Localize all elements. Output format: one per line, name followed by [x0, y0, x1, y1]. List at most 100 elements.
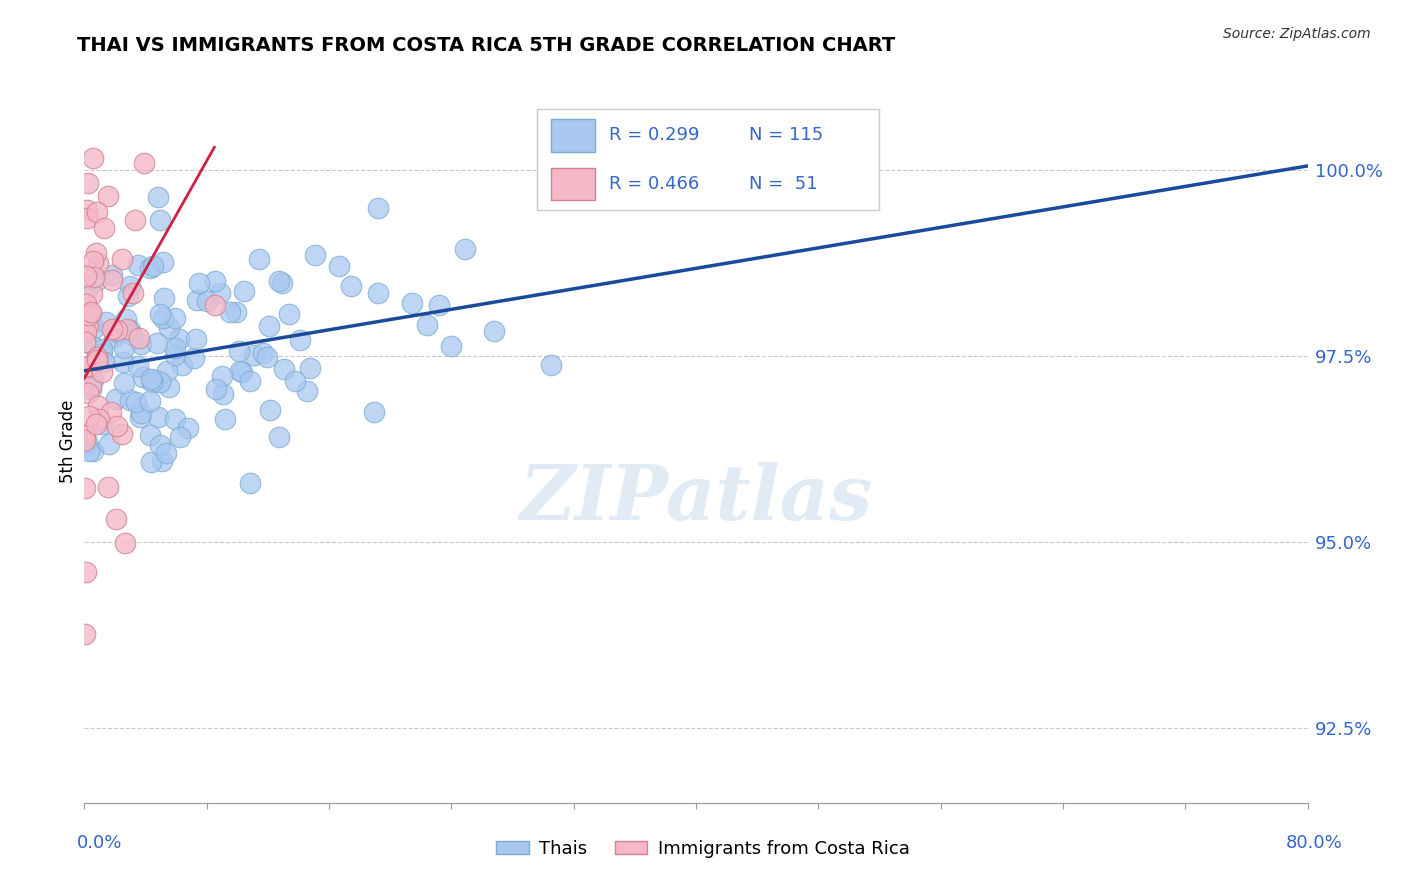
Point: [129, 410, 152, 425]
Point: [167, 332, 190, 346]
Point: [105, 512, 128, 526]
Point: [257, 318, 280, 333]
Point: [76, 282, 98, 296]
Point: [86, 353, 108, 368]
Point: [76, 310, 98, 325]
Point: [163, 348, 186, 362]
Point: [76, 359, 98, 374]
Point: [84, 274, 107, 288]
Point: [121, 328, 143, 343]
Point: [80, 382, 103, 396]
Point: [484, 324, 506, 338]
Point: [120, 392, 142, 407]
Point: [270, 276, 292, 290]
Point: [183, 351, 205, 365]
Point: [259, 403, 281, 417]
Point: [76, 359, 98, 373]
Point: [122, 286, 145, 301]
Point: [105, 392, 128, 406]
Point: [363, 405, 385, 419]
Point: [139, 393, 162, 408]
Point: [82, 443, 104, 458]
Point: [150, 454, 173, 468]
Point: [75, 481, 97, 495]
Point: [288, 333, 311, 347]
Point: [212, 387, 235, 401]
Point: [138, 428, 160, 442]
Point: [156, 364, 179, 378]
Point: [76, 211, 98, 226]
Point: [186, 332, 208, 346]
Point: [97, 189, 120, 203]
Point: [100, 321, 122, 335]
Point: [367, 285, 389, 300]
Point: [239, 475, 262, 490]
Point: [152, 291, 174, 305]
Point: [86, 205, 108, 219]
Point: [340, 279, 363, 293]
Point: [111, 252, 134, 267]
Point: [427, 298, 450, 312]
Point: [146, 190, 169, 204]
Point: [152, 255, 174, 269]
Point: [82, 254, 104, 268]
Point: [80, 304, 103, 318]
Point: [157, 321, 180, 335]
Point: [75, 434, 97, 448]
Point: [284, 375, 307, 389]
Point: [75, 326, 97, 340]
Point: [149, 307, 172, 321]
Point: [75, 296, 97, 310]
Point: [75, 268, 97, 283]
Point: [82, 373, 104, 387]
Point: [105, 419, 128, 434]
Point: [127, 359, 149, 373]
Point: [231, 365, 253, 379]
Point: [111, 427, 134, 442]
Point: [304, 248, 326, 262]
Point: [228, 343, 250, 358]
Point: [93, 355, 115, 369]
Point: [229, 364, 252, 378]
Point: [127, 258, 149, 272]
Point: [367, 201, 389, 215]
Text: 80.0%: 80.0%: [1286, 834, 1343, 852]
Point: [169, 429, 191, 443]
Point: [149, 213, 172, 227]
Point: [128, 331, 150, 345]
Point: [124, 213, 146, 227]
Point: [141, 455, 163, 469]
Point: [97, 437, 120, 451]
Point: [76, 202, 98, 217]
Point: [80, 306, 103, 320]
Point: [132, 369, 155, 384]
Point: [197, 294, 219, 309]
Point: [75, 335, 97, 350]
Point: [252, 345, 274, 359]
Point: [155, 445, 177, 459]
Point: [87, 399, 110, 413]
Point: [75, 627, 97, 641]
Point: [101, 273, 124, 287]
Point: [125, 395, 148, 409]
Point: [219, 305, 242, 319]
Point: [82, 151, 104, 165]
Point: [105, 322, 128, 336]
Point: [76, 386, 98, 401]
Point: [205, 382, 228, 396]
Point: [115, 311, 138, 326]
Point: [83, 320, 105, 334]
Point: [86, 350, 108, 364]
Point: [256, 350, 278, 364]
Point: [440, 339, 463, 353]
Point: [267, 430, 290, 444]
Point: [115, 322, 138, 336]
Point: [87, 411, 110, 425]
Point: [101, 268, 124, 282]
Point: [103, 330, 125, 344]
Point: [232, 285, 254, 299]
Point: [117, 288, 139, 302]
Point: [114, 536, 136, 550]
Point: [146, 336, 169, 351]
Point: [131, 336, 153, 351]
